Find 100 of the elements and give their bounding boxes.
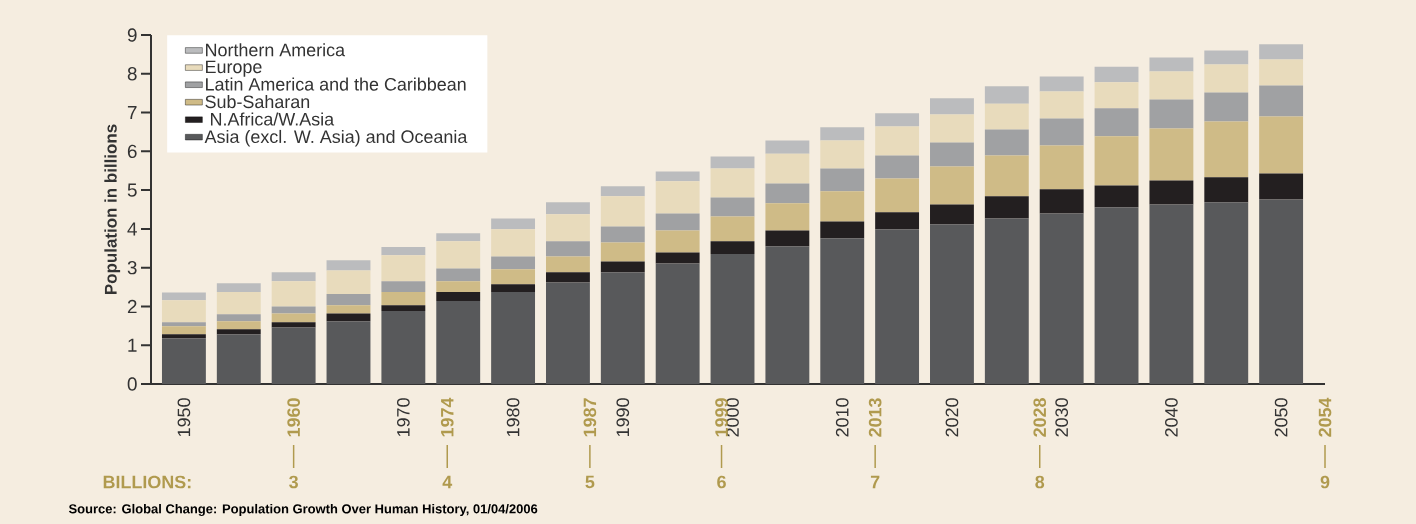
bar: [381, 311, 426, 384]
bar: [1204, 92, 1249, 122]
x-tick-label: 2028: [1033, 398, 1047, 437]
legend-label: Latin America and the Caribbean: [206, 77, 466, 91]
x-tick-label: 2050: [1274, 398, 1288, 437]
text: 3: [289, 475, 298, 489]
bar: [161, 322, 206, 327]
x-tick-label: 2020: [945, 398, 959, 437]
y-tick-label: 0: [127, 377, 137, 391]
bar: [326, 305, 371, 314]
text: 8: [1035, 475, 1045, 489]
x-tick-label: 1950: [177, 398, 191, 437]
bar: [1094, 66, 1139, 83]
bar: [710, 241, 755, 255]
bar: [161, 334, 206, 339]
bar: [161, 326, 206, 335]
bar: [655, 171, 700, 182]
bar: [491, 292, 536, 384]
bar: [326, 270, 371, 295]
bar: [765, 246, 810, 384]
bar: [984, 218, 1029, 384]
bar: [1094, 82, 1139, 109]
bar: [491, 218, 536, 230]
bar: [930, 114, 974, 143]
y-tick-label: 9: [127, 28, 137, 42]
bar: [436, 281, 481, 293]
bar: [710, 197, 755, 217]
bar: [1149, 204, 1194, 384]
x-tick-label: 2010: [835, 398, 849, 437]
y-tick-label: 3: [127, 260, 137, 275]
bar: [326, 294, 371, 306]
bar: [765, 153, 810, 184]
bar: [600, 242, 645, 262]
bar: [1039, 189, 1084, 214]
bar: [1259, 85, 1304, 117]
y-tick-label: 7: [127, 106, 137, 120]
bar: [1039, 91, 1084, 119]
text: 4: [442, 475, 453, 489]
x-tick-label: 2054: [1318, 397, 1332, 437]
bar: [765, 203, 810, 231]
bar: [1259, 59, 1304, 86]
bar: [875, 212, 920, 230]
x-tick-label: 1974: [440, 397, 454, 437]
bar: [1039, 145, 1084, 190]
x-tick-label: 1987: [583, 398, 597, 437]
y-tick-label: 8: [127, 67, 137, 81]
bar: [381, 292, 426, 306]
bar: [765, 183, 810, 204]
bar: [765, 140, 810, 154]
bar: [1204, 121, 1249, 178]
text: 9: [1320, 475, 1330, 489]
bar: [1094, 185, 1139, 208]
bar: [216, 283, 261, 293]
bar: [271, 322, 316, 328]
bar: [1259, 116, 1304, 174]
bar: [930, 204, 974, 225]
bar: [381, 305, 426, 312]
bar: [984, 86, 1029, 104]
bar: [545, 241, 590, 257]
bar: [545, 282, 590, 384]
bar: [1259, 44, 1304, 60]
bar: [1039, 76, 1084, 92]
bar: [600, 226, 645, 243]
bar: [1149, 99, 1194, 129]
y-axis-title: Population in billions: [104, 124, 121, 294]
y-tick-label: 5: [127, 183, 137, 197]
bar: [1149, 180, 1194, 205]
bar: [820, 168, 865, 192]
bar: [600, 186, 645, 197]
bar: [930, 142, 974, 167]
bar: [765, 230, 810, 247]
legend-label: N.Africa/W.Asia: [211, 112, 335, 126]
source-note: Source: Global Change: Population Growth Over Human History, 01/04/2006: [68, 503, 538, 517]
bar: [984, 155, 1029, 197]
bar: [216, 321, 261, 330]
bar: [381, 247, 426, 256]
bar: [161, 292, 206, 301]
text: 5: [585, 475, 595, 489]
bar: [161, 300, 206, 323]
y-tick-label: 6: [127, 144, 137, 159]
bar: [381, 255, 426, 282]
bar: [820, 191, 865, 222]
bar: [1039, 118, 1084, 146]
text: 7: [870, 475, 880, 489]
bar: [655, 213, 700, 231]
bar: [710, 168, 755, 198]
bar: [655, 230, 700, 253]
bar: [1094, 108, 1139, 137]
x-tick-label: 2030: [1055, 398, 1069, 437]
y-tick-label: 4: [127, 222, 137, 236]
bar: [326, 321, 371, 384]
bar: [820, 140, 865, 169]
text: 6: [717, 475, 726, 489]
x-tick-label: 1999: [715, 398, 728, 437]
bar: [600, 261, 645, 273]
bar: [710, 216, 755, 242]
x-tick-label: 1960: [287, 398, 300, 437]
bar: [655, 252, 700, 264]
bar: [1039, 213, 1084, 384]
bar: [710, 254, 755, 384]
